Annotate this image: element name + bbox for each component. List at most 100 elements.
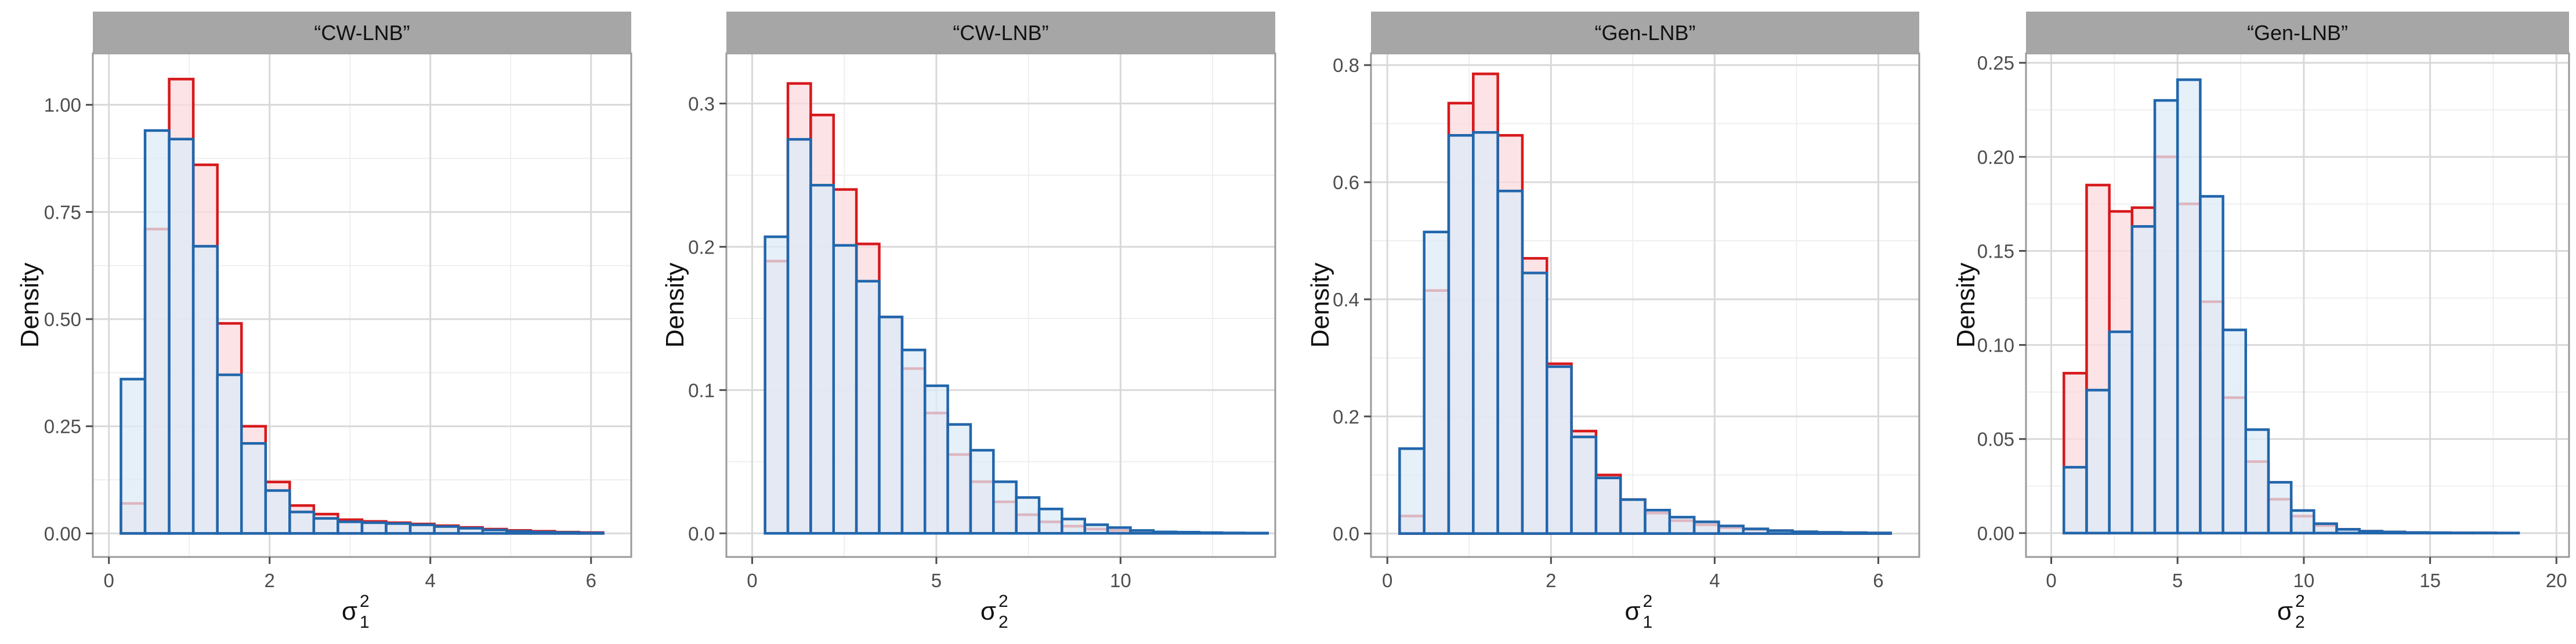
- x-tick-label: 4: [1709, 570, 1720, 591]
- facet-strip-label: “Gen-LNB”: [1594, 21, 1695, 45]
- bar-blue: [809, 183, 835, 535]
- bar-blue: [505, 530, 533, 535]
- bar-blue: [1815, 531, 1843, 535]
- bar-blue: [1644, 509, 1671, 535]
- bar-blue: [2085, 389, 2111, 535]
- bar-blue: [577, 531, 605, 535]
- bar-blue: [433, 525, 460, 535]
- panel-2: “CW-LNB” 0 5 10 0.0 0.1 0.2 0.3 Density σ 2 2: [661, 12, 1276, 632]
- facet-strip: [726, 12, 1275, 53]
- facet-strip: [1371, 12, 1919, 53]
- bar-blue: [216, 373, 243, 535]
- panel-4: “Gen-LNB” 0 5 10 15 20 0.00 0.05 0.10 0.15 0.20 0.2…: [1952, 12, 2570, 632]
- bar-blue: [168, 138, 195, 535]
- bar-blue: [457, 527, 484, 535]
- x-tick-label: 6: [1873, 570, 1883, 591]
- bar-blue: [764, 235, 790, 535]
- y-tick-label: 0.0: [688, 523, 715, 544]
- x-tick-label: 5: [2172, 570, 2183, 591]
- bar-blue: [2313, 522, 2338, 535]
- bar-blue: [1692, 520, 1720, 535]
- bar-blue: [1521, 272, 1549, 535]
- x-tick-label: 20: [2546, 570, 2567, 591]
- y-tick-label: 0.6: [1333, 172, 1359, 193]
- x-axis-title: σ 2 2: [2277, 592, 2305, 632]
- y-tick-label: 0.3: [688, 93, 715, 114]
- bar-blue: [385, 522, 412, 535]
- bar-blue: [946, 423, 972, 535]
- bar-blue: [360, 521, 388, 535]
- y-tick-label: 0.05: [1977, 429, 2014, 450]
- facet-strip-label: “Gen-LNB”: [2247, 21, 2348, 45]
- x-axis-title-superscript: 2: [360, 592, 370, 611]
- x-tick-label: 10: [1110, 570, 1131, 591]
- x-axis-title-superscript: 2: [998, 592, 1008, 611]
- y-tick-label: 0.50: [44, 309, 81, 330]
- bar-blue: [992, 480, 1018, 535]
- y-tick-label: 1.00: [44, 95, 81, 116]
- x-axis-title-subscript: 1: [360, 613, 370, 632]
- series-blue: [1398, 131, 1892, 535]
- bar-blue: [1570, 435, 1598, 535]
- facet-strip-label: “CW-LNB”: [953, 21, 1048, 45]
- x-axis-title-symbol: σ: [981, 597, 996, 625]
- y-tick-label: 0.00: [44, 523, 81, 544]
- y-tick-label: 0.20: [1977, 146, 2014, 168]
- bar-blue: [2176, 78, 2202, 535]
- x-tick-label: 0: [747, 570, 757, 591]
- x-axis-title-subscript: 1: [1643, 613, 1653, 632]
- y-axis-title: Density: [1306, 263, 1334, 348]
- bar-blue: [120, 378, 147, 535]
- bar-blue: [1015, 496, 1041, 535]
- bar-blue: [1766, 529, 1794, 535]
- facet-strip: [2026, 12, 2569, 53]
- y-tick-label: 0.75: [44, 201, 81, 223]
- x-axis-title-symbol: σ: [2277, 597, 2293, 625]
- x-tick-label: 4: [425, 570, 436, 591]
- y-tick-label: 0.4: [1333, 289, 1359, 310]
- bar-blue: [264, 489, 291, 535]
- bar-blue: [2380, 530, 2407, 535]
- bar-blue: [240, 442, 267, 535]
- x-axis-title-subscript: 2: [2295, 613, 2305, 632]
- bar-blue: [832, 244, 858, 535]
- bar-blue: [1545, 365, 1573, 535]
- bar-blue: [1472, 131, 1499, 535]
- bar-blue: [288, 511, 316, 535]
- bar-blue: [1594, 476, 1622, 535]
- y-tick-label: 0.00: [1977, 523, 2014, 544]
- x-axis-title-subscript: 2: [998, 613, 1008, 632]
- facet-strip-label: “CW-LNB”: [314, 21, 410, 45]
- bar-blue: [1717, 524, 1745, 535]
- series-blue: [2063, 78, 2520, 535]
- y-axis-title: Density: [661, 263, 689, 348]
- x-axis-title-symbol: σ: [1625, 597, 1640, 625]
- bar-blue: [337, 520, 364, 535]
- facet-strip: [93, 12, 631, 53]
- bar-blue: [481, 529, 508, 535]
- y-tick-label: 0.2: [688, 236, 715, 258]
- bar-blue: [143, 129, 171, 535]
- y-tick-label: 0.1: [688, 379, 715, 401]
- y-tick-label: 0.25: [1977, 52, 2014, 74]
- bar-blue: [923, 384, 949, 535]
- x-tick-label: 6: [586, 570, 596, 591]
- bar-blue: [1129, 529, 1155, 535]
- series-blue: [120, 129, 605, 535]
- bar-blue: [2108, 330, 2134, 535]
- bar-blue: [1840, 531, 1868, 535]
- bar-blue: [1106, 526, 1132, 535]
- bar-blue: [2267, 481, 2293, 535]
- bar-blue: [1220, 531, 1246, 535]
- bar-blue: [2199, 195, 2224, 535]
- x-axis-title-superscript: 2: [1643, 592, 1653, 611]
- x-axis-title: σ 2 1: [342, 592, 370, 632]
- bar-blue: [1742, 527, 1770, 535]
- bar-blue: [2130, 225, 2157, 535]
- y-tick-label: 0.10: [1977, 335, 2014, 356]
- bar-blue: [1496, 189, 1524, 535]
- bar-blue: [408, 523, 436, 535]
- y-tick-label: 0.15: [1977, 240, 2014, 262]
- bar-blue: [2063, 466, 2088, 535]
